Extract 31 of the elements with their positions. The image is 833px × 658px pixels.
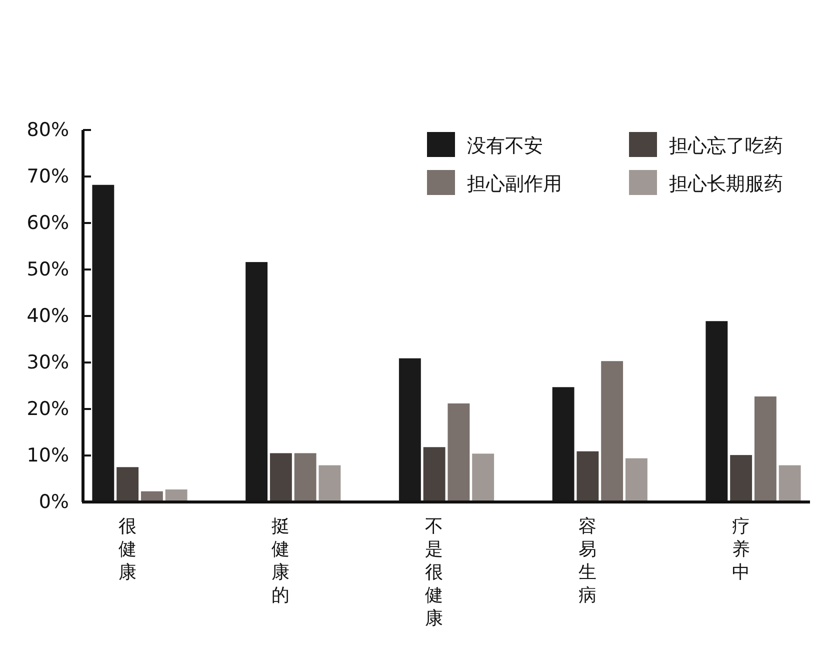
y-tick-label: 80% <box>26 119 69 142</box>
y-tick-label: 50% <box>26 258 69 281</box>
bar <box>472 454 494 502</box>
bar <box>754 396 776 502</box>
x-tick-label: 很健康 <box>118 516 136 583</box>
bar <box>576 451 599 502</box>
bar <box>294 453 316 502</box>
bar <box>448 403 470 502</box>
legend-label: 担心长期服药 <box>669 173 783 195</box>
y-tick-label: 0% <box>38 491 69 514</box>
bar <box>116 467 139 502</box>
legend-label: 担心副作用 <box>467 173 562 195</box>
bar <box>601 361 624 502</box>
bar <box>318 465 341 502</box>
bar <box>423 447 446 502</box>
y-tick-label: 10% <box>26 444 69 467</box>
y-tick-label: 60% <box>26 212 69 234</box>
legend-label: 担心忘了吃药 <box>669 135 783 157</box>
legend-label: 没有不安 <box>467 135 543 157</box>
x-tick-label: 疗养中 <box>732 516 750 583</box>
bar <box>625 458 648 502</box>
bar <box>270 453 292 502</box>
y-tick-label: 20% <box>26 398 69 420</box>
bar <box>778 465 801 502</box>
x-tick-label: 容易生病 <box>578 516 596 606</box>
y-tick-label: 70% <box>26 166 69 188</box>
x-tick-label: 挺健康的 <box>272 516 290 606</box>
x-tick-label: 不是很健康 <box>425 516 444 629</box>
y-tick-label: 30% <box>26 352 69 374</box>
bar <box>730 455 752 502</box>
y-tick-label: 40% <box>26 305 69 328</box>
